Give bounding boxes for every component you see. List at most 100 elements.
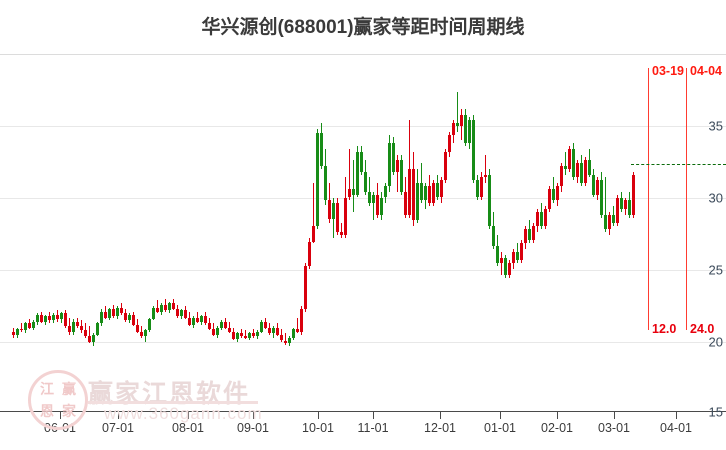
candle-body [64,313,67,327]
plot-top-border [0,54,726,55]
candle-body [276,327,279,335]
candle-body [128,314,131,321]
candle-wick [241,329,242,338]
page-title: 华兴源创(688001)赢家等距时间周期线 [201,17,525,38]
candle-body [436,183,439,198]
candle-body [204,316,207,324]
x-axis-tick [676,412,677,419]
candle-body [560,166,563,187]
candle-body [624,200,627,209]
candle-body [56,314,59,320]
candle-body [400,160,403,192]
candle-body [168,303,171,311]
candle-body [500,257,503,264]
candle-body [568,148,571,169]
candle-body [164,304,167,311]
watermark-seal-chars: 江 赢 恩 家 [36,378,80,422]
candle-body [356,151,359,195]
candle-body [508,263,511,275]
gridline-25 [0,270,726,271]
gridline-35 [0,126,726,127]
candle-body [632,174,635,215]
candle-wick [373,191,374,221]
cycle-line-value-label-24.0: 24.0 [690,322,715,336]
candle-body [208,323,211,330]
candle-wick [297,317,298,334]
x-axis-label-04-01: 04-01 [660,421,692,435]
candle-body [512,251,515,264]
candle-body [340,231,343,235]
candlestick-series [0,54,726,412]
candle-body [572,148,575,178]
candle-body [296,329,299,332]
candle-body [520,243,523,261]
candle-body [336,203,339,232]
cycle-line-04-04[interactable] [686,68,687,330]
candle-body [576,163,579,178]
candle-body [304,266,307,310]
x-axis-label-10-01: 10-01 [302,421,334,435]
cycle-line-value-label-12.0: 12.0 [652,322,677,336]
candle-body [272,327,275,334]
candle-body [564,166,567,169]
seal-char-4: 家 [62,403,76,419]
y-axis-label-30: 30 [708,190,723,206]
candle-body [156,307,159,312]
cycle-line-date-label-04-04: 04-04 [690,64,722,78]
candle-body [456,123,459,126]
candle-body [288,337,291,344]
candle-body [40,314,43,322]
candle-body [324,166,327,201]
cycle-line-03-19[interactable] [648,68,649,330]
candle-body [60,313,63,320]
candle-body [292,329,295,338]
candle-body [120,307,123,314]
x-axis-tick [253,412,254,419]
candle-wick [85,323,86,338]
plot-frame [0,54,726,412]
candle-wick [457,91,458,132]
candle-body [256,331,259,337]
candle-body [408,168,411,215]
candle-wick [341,223,342,238]
candle-wick [409,120,410,218]
candle-body [492,226,495,247]
candle-body [612,214,615,224]
candle-body [360,151,363,172]
candle-wick [485,154,486,184]
candle-body [452,123,455,135]
candle-body [252,333,255,337]
candle-body [608,214,611,229]
candle-body [20,329,23,331]
candle-body [328,200,331,219]
candle-wick [605,177,606,232]
x-axis-label-02-01: 02-01 [541,421,573,435]
candle-body [228,327,231,332]
candle-body [52,314,55,321]
candle-body [316,133,319,227]
price-level-line[interactable] [631,164,726,165]
candle-body [588,160,591,175]
candle-body [488,174,491,227]
candle-body [108,309,111,318]
candle-body [280,334,283,341]
candle-body [300,309,303,332]
candle-body [468,120,471,144]
x-axis-tick [500,412,501,419]
candle-body [28,323,31,328]
candle-body [140,331,143,337]
candle-body [628,200,631,215]
y-axis-label-25: 25 [708,262,723,278]
candle-wick [397,154,398,192]
candle-body [124,313,127,321]
x-axis-tick [118,412,119,419]
candle-body [484,174,487,178]
x-axis-label-09-01: 09-01 [237,421,269,435]
candle-body [236,333,239,340]
candle-body [176,309,179,317]
candle-wick [565,151,566,175]
candle-body [180,310,183,317]
candle-body [268,327,271,334]
candle-body [320,133,323,167]
candle-body [144,330,147,337]
